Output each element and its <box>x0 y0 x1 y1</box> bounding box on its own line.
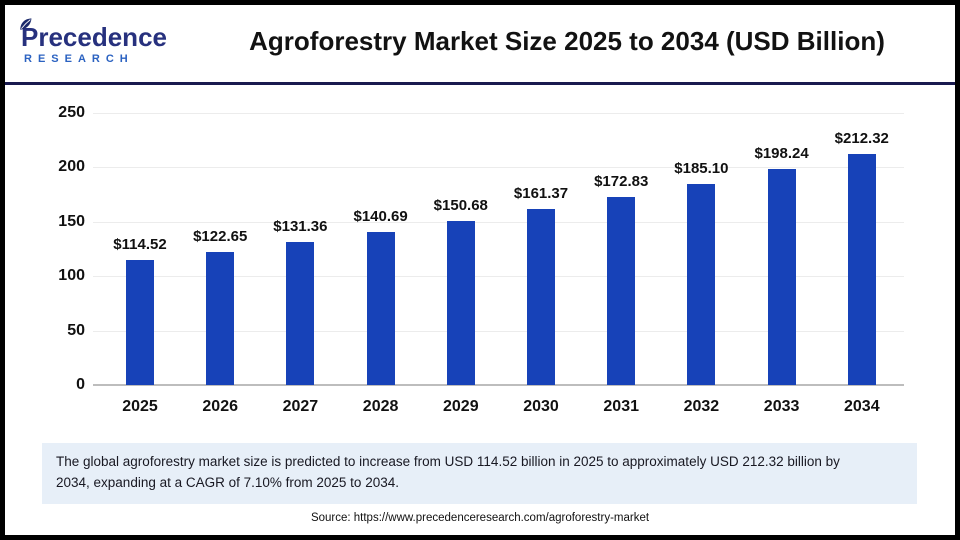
x-axis-line <box>93 384 904 386</box>
bar-value-label: $150.68 <box>433 197 488 215</box>
leaf-icon <box>20 18 32 30</box>
y-tick-label: 100 <box>58 267 85 285</box>
gridline <box>93 330 904 332</box>
bar-2025 <box>126 260 154 385</box>
x-tick-label: 2030 <box>523 398 559 415</box>
bar-2031 <box>607 196 636 385</box>
bar-2033 <box>767 169 796 385</box>
bar-value-label: $122.65 <box>193 227 248 245</box>
gridline <box>93 221 904 223</box>
x-tick-label: 2025 <box>122 398 158 415</box>
bar-value-label: $114.52 <box>113 236 167 254</box>
gridline <box>93 276 904 278</box>
bar-value-label: $131.36 <box>273 218 328 236</box>
x-tick-label: 2031 <box>603 398 639 415</box>
plot-area: $114.52 $122.65 $131.36 $140.69 $150.68 $161.… <box>93 113 904 386</box>
bar-2026 <box>206 251 235 385</box>
bar-value-label: $161.37 <box>513 185 569 203</box>
y-tick-label: 0 <box>76 376 85 393</box>
bar-chart: 0 50 100 150 200 250 $114.52 $122.65 $131.36 $14… <box>5 85 955 443</box>
bar-value-label: $185.10 <box>674 159 729 177</box>
y-tick-label: 200 <box>58 158 85 176</box>
precedence-research-logo: Precedence RESEARCH <box>20 18 189 66</box>
y-tick-label: 150 <box>58 212 85 230</box>
page-title: Agroforestry Market Size 2025 to 2034 (U… <box>249 26 885 56</box>
bar-value-label: $140.69 <box>353 207 408 225</box>
x-tick-label: 2026 <box>202 398 238 415</box>
bar-2030 <box>527 209 555 385</box>
source-line: Source: https://www.precedenceresearch.c… <box>310 512 650 524</box>
x-tick-label: 2034 <box>844 398 880 415</box>
y-tick-label: 50 <box>67 321 85 339</box>
logo-line1-text: Precedence <box>21 21 167 52</box>
y-tick-label: 250 <box>58 104 85 121</box>
summary-text: The global agroforestry market size is p… <box>56 454 840 490</box>
logo-line2-text: RESEARCH <box>24 53 134 66</box>
bar-2034 <box>847 154 876 385</box>
bar-2027 <box>286 242 315 385</box>
x-tick-label: 2027 <box>282 398 319 415</box>
x-tick-label: 2032 <box>683 398 720 415</box>
gridline <box>93 113 904 114</box>
gridline <box>93 167 904 169</box>
bar-2028 <box>366 231 395 385</box>
bar-value-label: $212.32 <box>834 130 889 147</box>
x-tick-label: 2033 <box>763 398 800 415</box>
x-tick-label: 2028 <box>362 398 399 415</box>
bar-2032 <box>687 183 716 385</box>
bar-2029 <box>446 221 475 385</box>
x-tick-label: 2029 <box>443 398 479 415</box>
summary-note: The global agroforestry market size is p… <box>42 443 917 504</box>
bar-value-label: $198.24 <box>754 145 809 163</box>
bar-value-label: $172.83 <box>594 172 649 190</box>
logo-wordmark: Precedence <box>20 18 189 52</box>
header: Precedence RESEARCH Agroforestry Market … <box>5 5 955 85</box>
